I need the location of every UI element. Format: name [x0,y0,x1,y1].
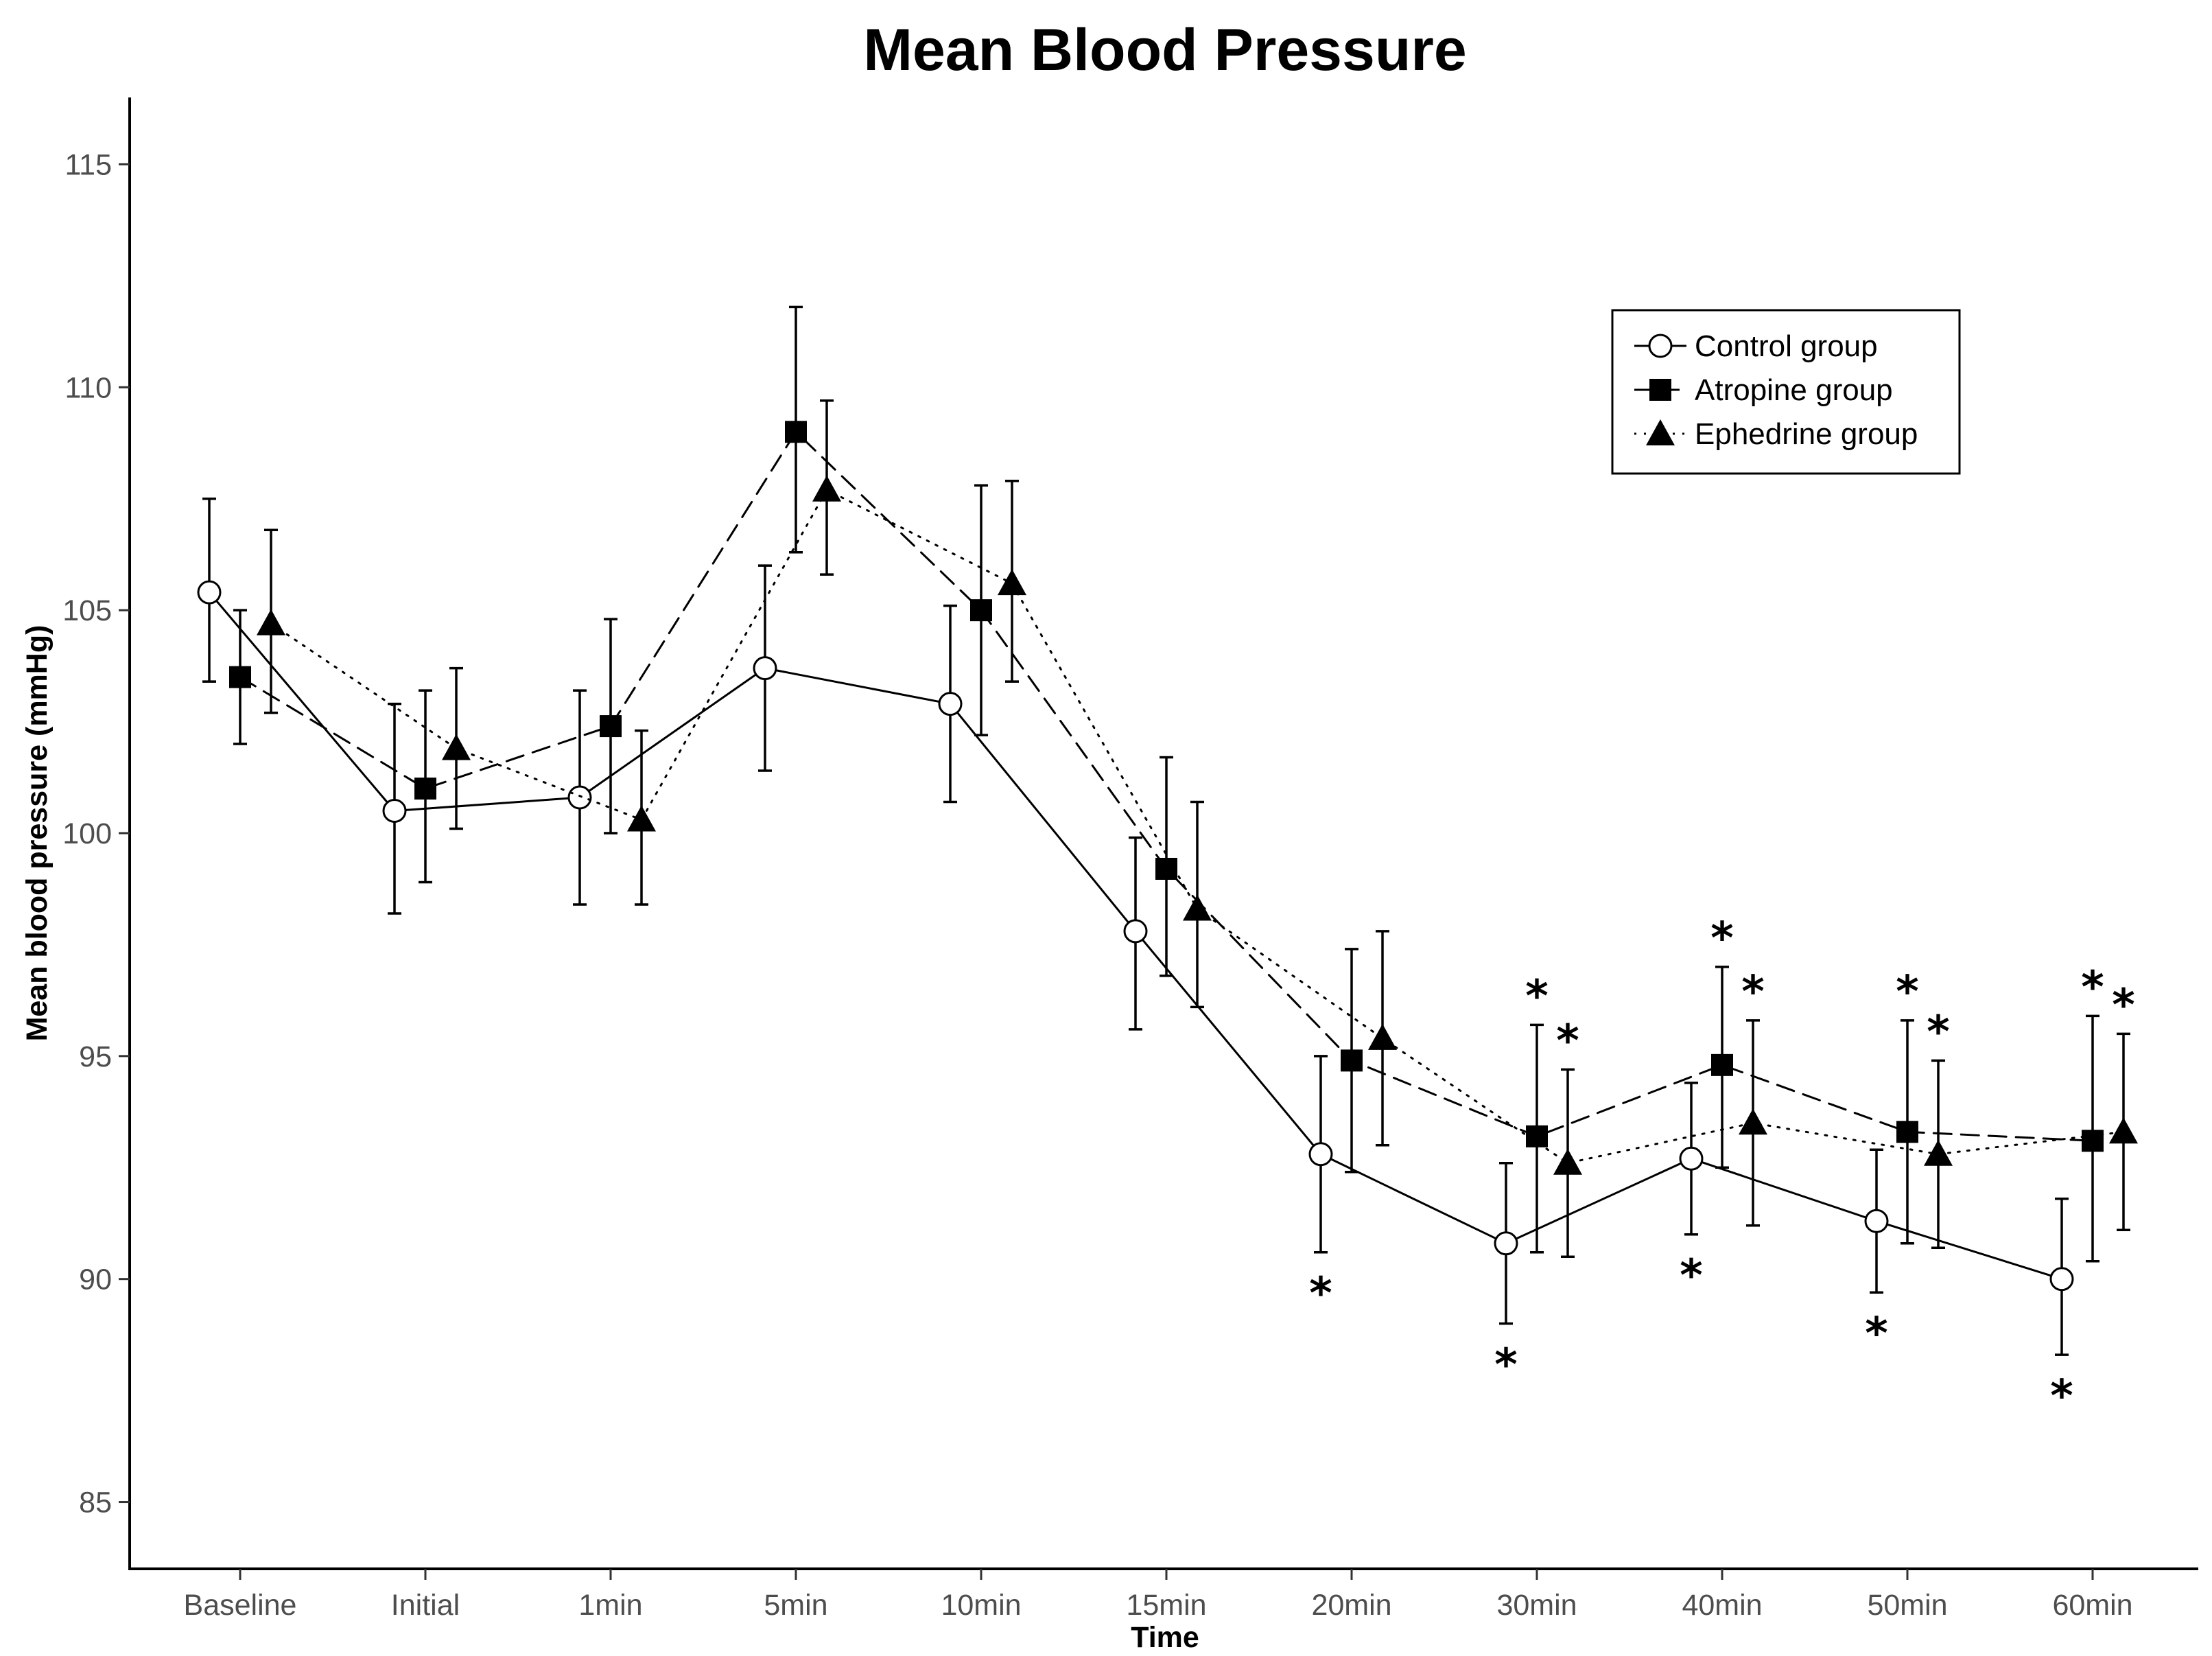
data-point [1308,1142,1333,1167]
legend-key-marker [1649,379,1671,401]
y-tick-label: 85 [79,1486,112,1519]
significance-star: * [1865,1309,1887,1360]
legend-key-marker [1646,419,1675,445]
x-axis-title: Time [1131,1621,1199,1654]
data-point [785,421,807,443]
significance-star: * [1556,1016,1579,1066]
significance-star: * [2050,1371,2073,1422]
data-point [970,599,992,622]
data-point [2082,1130,2104,1152]
legend-key-marker [1648,334,1673,358]
data-point [1553,1148,1582,1175]
data-point [2049,1267,2074,1292]
y-axis-ticks: 85 90 95 100 105 110 115 [62,148,130,1519]
significance-star: * [1309,1269,1332,1320]
legend: Control group Atropine group Ephedrine gro… [1611,309,1961,475]
data-point [1864,1209,1889,1233]
data-point [382,799,407,824]
data-point [1341,1049,1363,1072]
significance-star: * [1494,1340,1517,1391]
significance-star: * [1525,971,1548,1022]
significance-star: * [1710,913,1733,964]
data-point [2109,1117,2138,1144]
data-point [812,475,841,502]
series-layer: ******** ***** [197,305,2138,1422]
data-point [567,785,592,810]
significance-star: * [1741,967,1764,1018]
data-point [938,692,963,716]
data-point [1494,1231,1518,1256]
significance-star: * [2081,962,2104,1013]
x-tick-label: 15min [1126,1589,1206,1622]
data-point [442,734,471,760]
legend-label: Atropine group [1695,373,1893,407]
legend-label: Control group [1695,329,1878,363]
x-tick-label: 60min [2052,1589,2132,1622]
chart-title: Mean Blood Pressure [863,17,1466,83]
data-point [753,656,777,681]
x-axis-ticks: Baseline Initial 1min 5min 10min 15min 20min 30… [184,1569,2133,1622]
significance-star: * [1927,1007,1949,1058]
data-point [414,778,436,800]
series-control-group: ***** [197,497,2074,1422]
x-tick-label: Baseline [184,1589,297,1622]
significance-star: * [1680,1251,1702,1302]
data-point [1123,919,1148,944]
y-tick-label: 95 [79,1040,112,1073]
data-point [1711,1053,1733,1076]
data-point [1368,1023,1397,1050]
y-tick-label: 115 [64,148,112,181]
legend-label: Ephedrine group [1695,417,1918,451]
x-tick-label: 20min [1311,1589,1391,1622]
data-point [998,569,1026,596]
series-ephedrine-group: **** [257,399,2138,1258]
x-tick-label: 5min [764,1589,827,1622]
data-point [627,805,656,832]
x-tick-label: 50min [1867,1589,1947,1622]
data-point [1739,1108,1767,1135]
y-tick-label: 90 [79,1263,112,1296]
y-tick-label: 100 [62,817,112,850]
data-point [1924,1139,1953,1166]
series-atropine-group: *** * [229,305,2104,1263]
data-point [257,609,285,635]
x-tick-label: Initial [391,1589,460,1622]
data-point [1679,1146,1704,1171]
data-point [1183,894,1212,921]
data-point [600,715,622,738]
x-tick-label: 10min [941,1589,1021,1622]
significance-star: * [1896,967,1918,1018]
y-axis-title: Mean blood pressure (mmHg) [21,625,54,1042]
data-point [1896,1121,1918,1143]
y-tick-label: 110 [64,371,112,404]
y-tick-label: 105 [62,594,112,627]
x-tick-label: 40min [1682,1589,1762,1622]
data-point [229,666,251,688]
x-tick-label: 1min [578,1589,642,1622]
data-point [1526,1125,1548,1147]
significance-star: * [2112,980,2134,1031]
data-point [197,580,222,605]
x-tick-label: 30min [1496,1589,1577,1622]
